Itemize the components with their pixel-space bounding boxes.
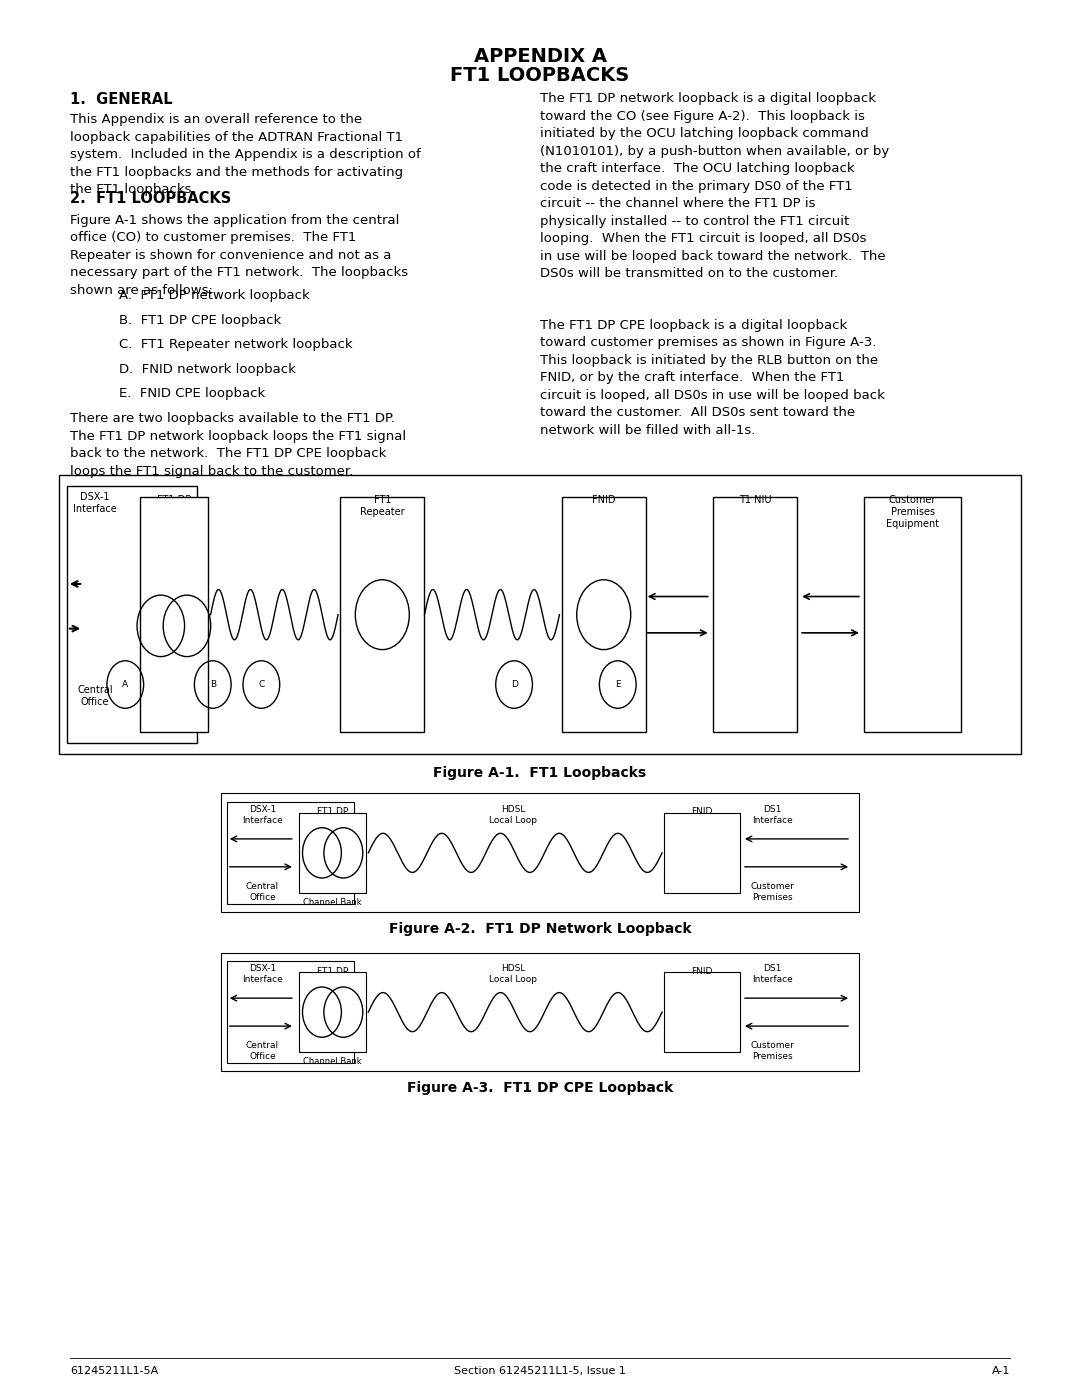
Text: D4
Channel Bank: D4 Channel Bank [143,698,205,718]
Text: DS1
Interface: DS1 Interface [752,964,793,983]
FancyBboxPatch shape [221,793,859,912]
Text: E: E [615,680,621,689]
Text: D4
Channel Bank: D4 Channel Bank [303,887,362,907]
Text: DS1
Interface: DS1 Interface [752,805,793,824]
Text: 2.  FT1 LOOPBACKS: 2. FT1 LOOPBACKS [70,191,231,207]
Text: Figure A-1 shows the application from the central
office (CO) to customer premis: Figure A-1 shows the application from th… [70,214,408,296]
Text: Figure A-2.  FT1 DP Network Loopback: Figure A-2. FT1 DP Network Loopback [389,922,691,936]
Text: Customer
Premises
Equipment: Customer Premises Equipment [886,495,940,529]
Text: FNID: FNID [691,967,713,975]
Text: DSX-1
Interface: DSX-1 Interface [73,492,117,514]
Text: A: A [122,680,129,689]
FancyBboxPatch shape [562,497,646,732]
Text: HDSL
Local Loop: HDSL Local Loop [489,964,537,983]
FancyBboxPatch shape [299,972,366,1052]
Text: B.  FT1 DP CPE loopback: B. FT1 DP CPE loopback [119,313,281,327]
Text: Central
Office: Central Office [78,685,112,707]
FancyBboxPatch shape [713,497,797,732]
Text: FT1 DP: FT1 DP [157,495,191,504]
FancyBboxPatch shape [299,813,366,893]
Text: B: B [210,680,216,689]
FancyBboxPatch shape [227,961,354,1063]
Text: FT1 DP: FT1 DP [318,967,348,975]
Text: 1.  GENERAL: 1. GENERAL [70,92,173,108]
Text: D4
Channel Bank: D4 Channel Bank [303,1046,362,1066]
FancyBboxPatch shape [664,972,740,1052]
Text: D.  FNID network loopback: D. FNID network loopback [119,362,296,376]
Text: There are two loopbacks available to the FT1 DP.
The FT1 DP network loopback loo: There are two loopbacks available to the… [70,412,406,478]
Text: 61245211L1-5A: 61245211L1-5A [70,1366,159,1376]
FancyBboxPatch shape [140,497,208,732]
Text: FT1 DP: FT1 DP [318,807,348,816]
FancyBboxPatch shape [864,497,961,732]
Text: Section 61245211L1-5, Issue 1: Section 61245211L1-5, Issue 1 [454,1366,626,1376]
Text: C.  FT1 Repeater network loopback: C. FT1 Repeater network loopback [119,338,352,351]
Text: Central
Office: Central Office [246,1041,279,1060]
FancyBboxPatch shape [59,475,1021,754]
Text: Figure A-3.  FT1 DP CPE Loopback: Figure A-3. FT1 DP CPE Loopback [407,1081,673,1095]
FancyBboxPatch shape [227,802,354,904]
FancyBboxPatch shape [67,486,197,743]
FancyBboxPatch shape [340,497,424,732]
Text: The FT1 DP network loopback is a digital loopback
toward the CO (see Figure A-2): The FT1 DP network loopback is a digital… [540,92,889,281]
Text: A-1: A-1 [991,1366,1010,1376]
Text: C: C [258,680,265,689]
Text: APPENDIX A: APPENDIX A [473,47,607,67]
Text: T1 NIU: T1 NIU [739,495,771,504]
Text: FT1
Repeater: FT1 Repeater [360,495,405,517]
FancyBboxPatch shape [664,813,740,893]
Text: Customer
Premises: Customer Premises [751,882,794,901]
Text: DSX-1
Interface: DSX-1 Interface [242,964,283,983]
Text: E.  FNID CPE loopback: E. FNID CPE loopback [119,387,265,400]
Text: FNID: FNID [592,495,616,504]
Text: FT1 LOOPBACKS: FT1 LOOPBACKS [450,66,630,85]
Text: FNID: FNID [691,807,713,816]
Text: The FT1 DP CPE loopback is a digital loopback
toward customer premises as shown : The FT1 DP CPE loopback is a digital loo… [540,319,885,436]
FancyBboxPatch shape [221,953,859,1071]
Text: Central
Office: Central Office [246,882,279,901]
Text: This Appendix is an overall reference to the
loopback capabilities of the ADTRAN: This Appendix is an overall reference to… [70,113,421,196]
Text: HDSL
Local Loop: HDSL Local Loop [489,805,537,824]
Text: Customer
Premises: Customer Premises [751,1041,794,1060]
Text: DSX-1
Interface: DSX-1 Interface [242,805,283,824]
Text: D: D [511,680,517,689]
Text: Figure A-1.  FT1 Loopbacks: Figure A-1. FT1 Loopbacks [433,766,647,780]
Text: A.  FT1 DP network loopback: A. FT1 DP network loopback [119,289,310,302]
